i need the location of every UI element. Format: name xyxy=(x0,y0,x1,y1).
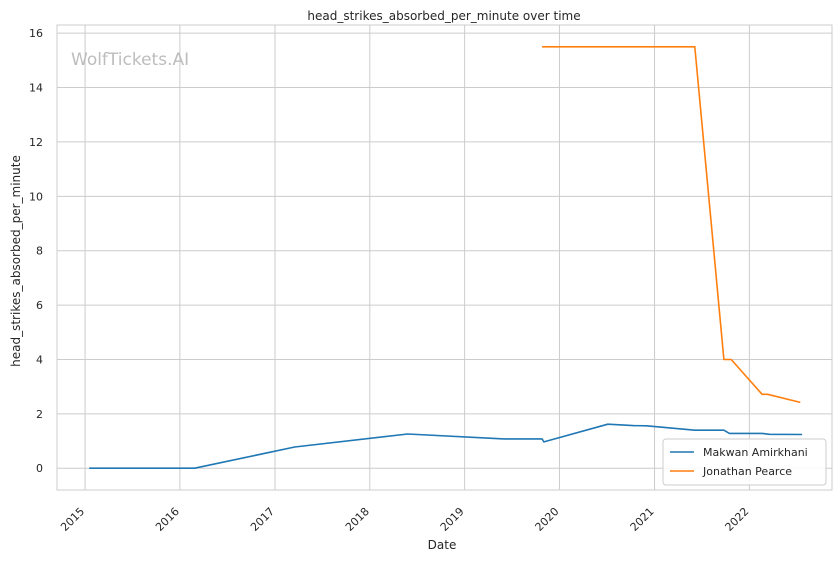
y-tick-labels: 0 2 4 6 8 10 12 14 16 xyxy=(29,27,43,475)
y-tick-label: 6 xyxy=(36,299,43,312)
watermark: WolfTickets.AI xyxy=(71,50,189,70)
plot-frame xyxy=(56,24,833,491)
y-tick-label: 0 xyxy=(36,462,43,475)
series-line-makwan-amirkhani xyxy=(89,423,803,470)
series-line-jonathan-pearce xyxy=(542,45,801,404)
y-tick-label: 16 xyxy=(29,27,43,40)
x-tick-label: 2018 xyxy=(343,505,372,534)
x-tick-labels: 2015 2016 2017 2018 2019 2020 2021 2022 xyxy=(58,505,751,534)
x-tick-label: 2017 xyxy=(248,505,277,534)
x-tick-label: 2015 xyxy=(58,505,87,534)
legend-label-jonathan-pearce: Jonathan Pearce xyxy=(702,465,792,478)
legend-box xyxy=(662,438,827,486)
y-tick-label: 10 xyxy=(29,190,43,203)
x-axis-label: Date xyxy=(428,538,457,552)
x-tick-label: 2020 xyxy=(533,505,562,534)
series-lines xyxy=(89,45,803,470)
chart-title: head_strikes_absorbed_per_minute over ti… xyxy=(307,9,580,23)
y-tick-label: 12 xyxy=(29,136,43,149)
x-tick-label: 2019 xyxy=(438,505,467,534)
y-tick-label: 4 xyxy=(36,353,43,366)
grid xyxy=(57,25,832,490)
legend: Makwan Amirkhani Jonathan Pearce xyxy=(662,438,827,486)
x-tick-label: 2021 xyxy=(628,505,657,534)
y-axis-label: head_strikes_absorbed_per_minute xyxy=(9,155,23,367)
plot-background xyxy=(57,25,832,490)
y-tick-label: 2 xyxy=(36,408,43,421)
y-tick-label: 14 xyxy=(29,82,43,95)
x-tick-label: 2022 xyxy=(723,505,752,534)
legend-label-makwan-amirkhani: Makwan Amirkhani xyxy=(703,446,808,459)
x-tick-label: 2016 xyxy=(153,505,182,534)
y-tick-label: 8 xyxy=(36,245,43,258)
